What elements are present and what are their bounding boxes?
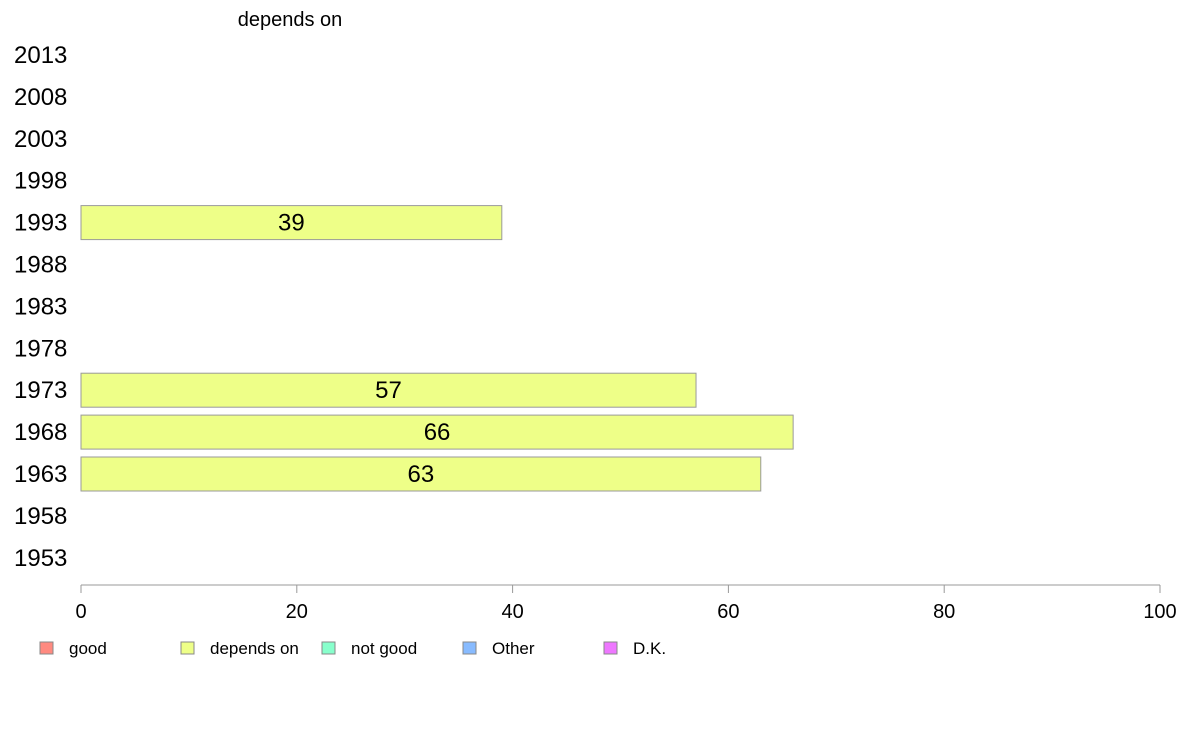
x-tick-label: 0 xyxy=(75,601,86,623)
category-label: 2003 xyxy=(14,126,67,153)
legend-label: D.K. xyxy=(633,639,666,658)
x-axis: 0 20 40 60 80 100 xyxy=(75,584,1177,623)
category-label: 1988 xyxy=(14,252,67,279)
bar xyxy=(80,372,697,408)
category-label: 2013 xyxy=(14,42,67,69)
legend-label: Other xyxy=(492,639,535,658)
x-tick-label: 40 xyxy=(501,601,523,623)
data-label: 66 xyxy=(424,419,451,446)
legend-swatch xyxy=(180,641,195,655)
category-label: 1978 xyxy=(14,335,67,362)
category-label: 1953 xyxy=(14,545,67,572)
legend-label: good xyxy=(69,639,107,658)
chart-title: depends on xyxy=(238,9,343,31)
category-label: 1963 xyxy=(14,461,67,488)
legend-label: depends on xyxy=(210,639,299,658)
bar xyxy=(80,414,794,450)
x-tick-label: 60 xyxy=(717,601,739,623)
legend-swatch xyxy=(321,641,336,655)
legend: good depends on not good Other D.K. xyxy=(39,639,666,658)
category-label: 2008 xyxy=(14,84,67,111)
category-label: 1993 xyxy=(14,210,67,237)
category-label: 1973 xyxy=(14,377,67,404)
x-tick-label: 100 xyxy=(1143,601,1176,623)
legend-swatch xyxy=(462,641,477,655)
bars: 39 57 66 63 xyxy=(80,205,794,492)
x-tick-label: 20 xyxy=(286,601,308,623)
data-label: 57 xyxy=(375,377,402,404)
data-label: 39 xyxy=(278,210,305,237)
legend-swatch xyxy=(39,641,54,655)
category-label: 1983 xyxy=(14,293,67,320)
category-label: 1958 xyxy=(14,503,67,530)
legend-swatch xyxy=(603,641,618,655)
category-labels: 2013 2008 2003 1998 1993 1988 1983 1978 1973 1968… xyxy=(14,42,67,572)
category-label: 1968 xyxy=(14,419,67,446)
category-label: 1998 xyxy=(14,168,67,195)
legend-label: not good xyxy=(351,639,417,658)
bar xyxy=(80,205,503,241)
bar xyxy=(80,456,762,492)
data-label: 63 xyxy=(408,461,435,488)
x-tick-label: 80 xyxy=(933,601,955,623)
